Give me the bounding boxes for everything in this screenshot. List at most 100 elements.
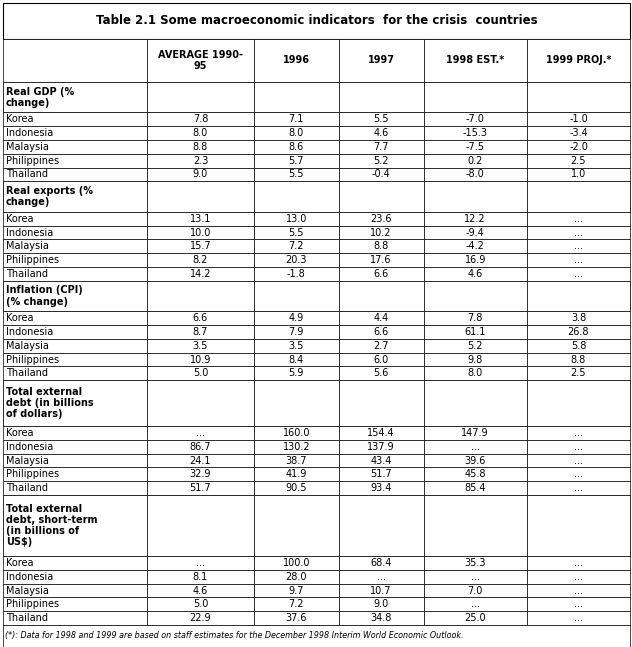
Bar [339,481,423,495]
Text: 68.4: 68.4 [370,558,392,568]
Bar [339,39,423,82]
Bar [423,611,527,625]
Text: ...: ... [574,599,583,609]
Bar [254,611,339,625]
Text: 5.0: 5.0 [193,599,208,609]
Text: 1998 EST.*: 1998 EST.* [446,55,504,65]
Bar [423,126,527,140]
Bar [527,353,630,366]
Bar [339,154,423,168]
Text: Malaysia: Malaysia [6,241,49,251]
Bar [3,281,147,311]
Text: ...: ... [574,586,583,596]
Bar [339,82,423,113]
Bar [423,168,527,181]
Bar [339,181,423,212]
Bar [527,426,630,440]
Bar [423,181,527,212]
Text: -0.4: -0.4 [372,170,391,179]
Bar [3,126,147,140]
Bar [254,570,339,584]
Bar [147,597,254,611]
Text: 3.5: 3.5 [289,341,304,351]
Text: 8.7: 8.7 [193,327,208,337]
Bar [423,556,527,570]
Text: 10.7: 10.7 [370,586,392,596]
Bar [3,181,147,212]
Bar [254,267,339,281]
Bar [423,467,527,481]
Bar [527,311,630,325]
Text: Thailand: Thailand [6,269,47,279]
Text: 7.8: 7.8 [193,115,208,124]
Bar [423,597,527,611]
Bar [254,212,339,226]
Text: 90.5: 90.5 [286,483,307,493]
Text: 8.6: 8.6 [289,142,304,152]
Text: (*): Data for 1998 and 1999 are based on staff estimates for the December 1998 I: (*): Data for 1998 and 1999 are based on… [5,631,463,641]
Text: ...: ... [574,241,583,251]
Bar [527,226,630,239]
Bar [147,113,254,126]
Bar [423,366,527,380]
Bar [339,126,423,140]
Text: Thailand: Thailand [6,613,47,623]
Bar [147,454,254,467]
Text: 45.8: 45.8 [465,469,486,479]
Text: 25.0: 25.0 [465,613,486,623]
Bar [527,39,630,82]
Bar [527,597,630,611]
Bar [3,311,147,325]
Bar [3,353,147,366]
Text: 9.8: 9.8 [468,355,483,364]
Text: 137.9: 137.9 [367,442,395,452]
Text: 7.9: 7.9 [289,327,304,337]
Text: ...: ... [574,613,583,623]
Bar [254,140,339,154]
Text: -7.0: -7.0 [466,115,485,124]
Bar [339,584,423,597]
Bar [3,140,147,154]
Text: 5.5: 5.5 [374,115,389,124]
Bar [3,495,147,556]
Text: 5.6: 5.6 [374,368,389,378]
Bar [3,481,147,495]
Bar [254,380,339,426]
Bar [339,454,423,467]
Bar [527,168,630,181]
Bar [527,556,630,570]
Text: Korea: Korea [6,558,33,568]
Text: 28.0: 28.0 [286,572,307,582]
Bar [527,253,630,267]
Text: 6.6: 6.6 [374,327,389,337]
Text: 1996: 1996 [283,55,310,65]
Text: Total external
debt, short-term
(in billions of
US$): Total external debt, short-term (in bill… [6,504,97,547]
Text: Indonesia: Indonesia [6,228,53,237]
Bar [147,226,254,239]
Bar [527,380,630,426]
Bar [527,366,630,380]
Text: Korea: Korea [6,214,33,224]
Text: 35.3: 35.3 [465,558,486,568]
Text: 130.2: 130.2 [283,442,310,452]
Bar [339,140,423,154]
Bar [423,570,527,584]
Text: 9.7: 9.7 [289,586,304,596]
Text: 43.4: 43.4 [370,455,392,465]
Text: 6.6: 6.6 [374,269,389,279]
Text: 38.7: 38.7 [286,455,307,465]
Bar [423,353,527,366]
Text: ...: ... [471,442,480,452]
Text: 2.5: 2.5 [571,156,586,166]
Bar [527,113,630,126]
Bar [254,239,339,253]
Bar [339,380,423,426]
Bar [254,226,339,239]
Bar [339,281,423,311]
Text: Total external
debt (in billions
of dollars): Total external debt (in billions of doll… [6,387,94,419]
Text: 5.8: 5.8 [571,341,586,351]
Text: 86.7: 86.7 [190,442,211,452]
Text: ...: ... [574,572,583,582]
Bar [147,82,254,113]
Bar [3,584,147,597]
